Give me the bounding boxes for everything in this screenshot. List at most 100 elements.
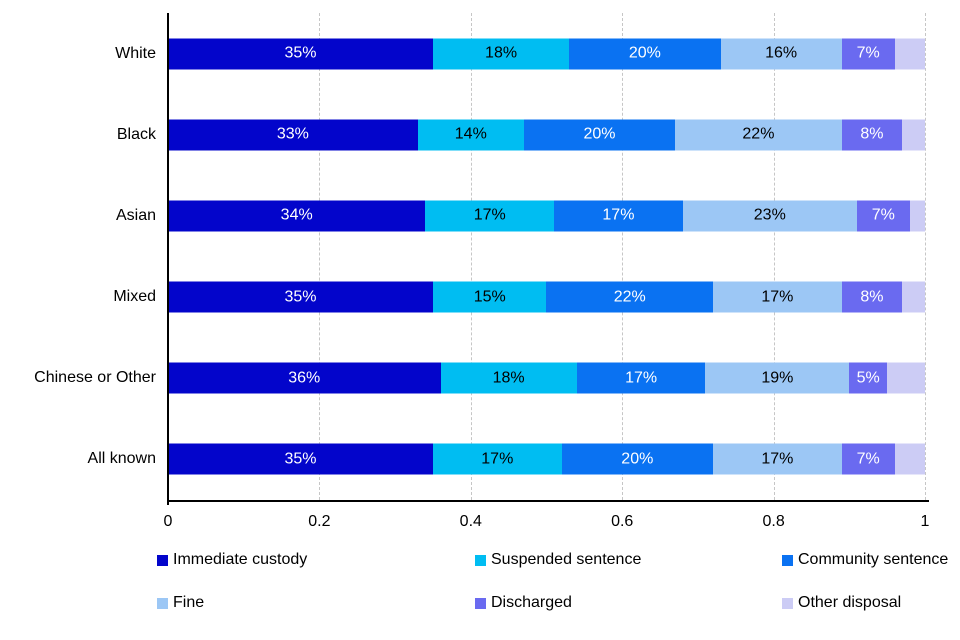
bar-segment-suspended-sentence: 17% [432,443,562,475]
bar-segment-fine: 16% [720,38,842,70]
bar-row: Black 33% 14% 20% 22% 8% [117,94,925,175]
bar-segment-community-sentence: 20% [523,119,676,151]
segment-value-label: 14% [454,125,487,143]
segment-value-label: 34% [280,206,313,224]
segment-value-label: 17% [481,450,514,468]
segment-value-label: 35% [284,44,317,62]
bar-row: Asian 34% 17% 17% 23% 7% [116,175,925,256]
legend-swatch [782,597,793,609]
x-axis-line [167,500,929,502]
segment-value-label: 5% [856,369,880,387]
bar-segment-suspended-sentence: 17% [425,200,555,232]
bar-segment-immediate-custody: 35% [168,281,433,313]
segment-value-label: 16% [765,44,798,62]
segment-value-label: 7% [856,450,880,468]
bar-segment-other-disposal [902,281,925,313]
legend-item-community-sentence: Community sentence [782,551,948,569]
stacked-bar: 35% 18% 20% 16% 7% [168,38,925,70]
bar-segment-discharged: 7% [856,200,910,232]
bar-segment-fine: 17% [713,443,842,475]
segment-value-label: 33% [276,125,309,143]
category-label: Black [116,125,156,143]
segment-value-label: 17% [761,450,794,468]
category-label: Asian [115,206,156,224]
legend-label: Other disposal [798,594,902,611]
bar-segment-immediate-custody: 35% [168,443,433,475]
segment-value-label: 35% [284,288,317,306]
bar-segment-fine: 19% [705,362,850,394]
bar-row: White 35% 18% 20% 16% 7% [115,13,925,94]
legend-item-fine: Fine [157,594,475,612]
bar-segment-community-sentence: 20% [569,38,721,70]
segment-value-label: 35% [284,450,317,468]
bar-segment-fine: 17% [713,281,842,313]
legend-item-immediate-custody: Immediate custody [157,551,475,569]
segment-value-label: 17% [761,288,794,306]
legend-swatch [475,554,486,566]
bar-segment-other-disposal [902,119,925,151]
legend-label: Suspended sentence [491,551,642,568]
legend: Immediate custody Suspended sentence Commu… [157,551,948,612]
segment-value-label: 22% [742,125,775,143]
segment-value-label: 22% [613,288,646,306]
bar-segment-discharged: 7% [841,38,895,70]
legend-item-other-disposal: Other disposal [782,594,948,612]
legend-label: Fine [173,594,205,611]
stacked-bar: 34% 17% 17% 23% 7% [168,200,925,232]
bar-segment-immediate-custody: 33% [168,119,418,151]
segment-value-label: 23% [753,206,786,224]
segment-value-label: 17% [602,206,635,224]
segment-value-label: 20% [628,44,661,62]
bar-segment-immediate-custody: 35% [168,38,433,70]
x-axis-tick-label: 1 [920,513,930,530]
bar-segment-other-disposal [894,38,925,70]
bar-segment-discharged: 8% [841,119,903,151]
stacked-bar: 35% 17% 20% 17% 7% [168,443,925,475]
segment-value-label: 15% [473,288,506,306]
category-label: White [115,44,156,62]
y-axis-line [167,13,169,505]
segment-value-label: 19% [761,369,794,387]
plot-area: White 35% 18% 20% 16% 7% Black 33% 14% 20% 22% 8% As… [34,13,926,500]
x-axis-tick-label: 0.2 [308,513,331,530]
bar-segment-suspended-sentence: 18% [440,362,577,394]
x-axis-tick-labels: 0 0.2 0.4 0.6 0.8 1 [164,513,930,533]
bar-segment-community-sentence: 22% [546,281,714,313]
gridline-0.6 [622,13,624,500]
x-axis-tick-label: 0.8 [762,513,785,530]
category-label: All known [87,450,156,468]
bar-row: All known 35% 17% 20% 17% 7% [88,419,925,500]
x-axis-tick-label: 0.4 [459,513,482,530]
legend-swatch [157,554,168,566]
bar-segment-suspended-sentence: 15% [432,281,547,313]
segment-value-label: 18% [485,44,518,62]
legend-swatch [157,597,168,609]
bar-segment-immediate-custody: 34% [168,200,426,232]
segment-value-label: 17% [473,206,506,224]
bar-segment-fine: 22% [675,119,842,151]
bar-segment-other-disposal [909,200,925,232]
segment-value-label: 20% [583,125,616,143]
bar-segment-fine: 23% [682,200,857,232]
gridline-0.2 [319,13,321,500]
bar-segment-community-sentence: 17% [576,362,706,394]
segment-value-label: 18% [492,369,525,387]
bar-segment-immediate-custody: 36% [168,362,441,394]
legend-swatch [475,597,486,609]
category-label: Chinese or Other [34,369,156,387]
legend-label: Immediate custody [173,551,308,568]
bar-row: Mixed 35% 15% 22% 17% 8% [113,257,925,338]
gridline-0.4 [470,13,472,500]
stacked-bar: 36% 18% 17% 19% 5% [168,362,925,394]
segment-value-label: 20% [621,450,654,468]
bar-segment-other-disposal [894,443,925,475]
segment-value-label: 8% [860,125,884,143]
bar-segment-discharged: 8% [841,281,903,313]
segment-value-label: 7% [871,206,895,224]
bar-segment-discharged: 5% [849,362,888,394]
legend-item-suspended-sentence: Suspended sentence [475,551,782,569]
legend-label: Community sentence [798,551,949,568]
legend-item-discharged: Discharged [475,594,782,612]
legend-label: Discharged [491,594,572,611]
